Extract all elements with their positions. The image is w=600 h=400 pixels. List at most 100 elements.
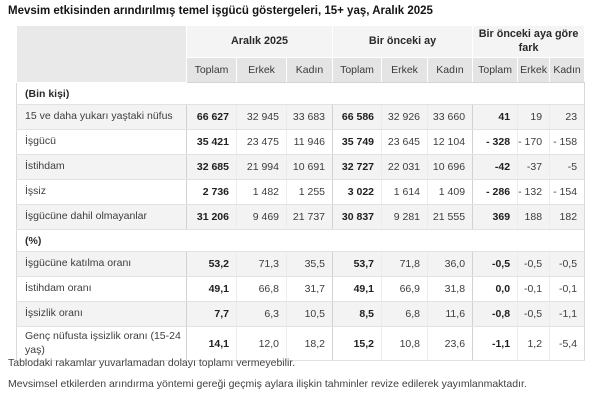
data-cell: 19	[517, 104, 550, 130]
table-header: Aralık 2025 Bir önceki ay Bir önceki aya…	[16, 25, 586, 83]
row-label: 15 ve daha yukarı yaştaki nüfus	[16, 104, 187, 130]
data-cell: 11 946	[285, 129, 333, 155]
data-cell: 9 281	[381, 204, 428, 230]
data-cell: 14,1	[186, 326, 237, 362]
section-header-row: (%)	[16, 229, 585, 252]
data-cell: 10,5	[285, 301, 333, 327]
data-cell: - 328	[472, 129, 518, 155]
data-cell: 41	[472, 104, 518, 130]
data-cell: 23 645	[381, 129, 428, 155]
data-cell: 10,8	[381, 326, 428, 362]
data-cell: 12,0	[236, 326, 287, 362]
data-cell: 15,2	[332, 326, 382, 362]
data-cell: 1 255	[285, 179, 333, 205]
data-cell: 35 421	[186, 129, 237, 155]
data-cell: 66 627	[186, 104, 237, 130]
data-cell: - 154	[549, 179, 585, 205]
data-cell: 35,5	[285, 251, 333, 277]
data-cell: -5	[549, 154, 585, 180]
data-cell: 71,8	[381, 251, 428, 277]
data-cell: 32 727	[332, 154, 382, 180]
data-cell: 188	[517, 204, 550, 230]
data-cell: 31,8	[427, 276, 473, 302]
sub-header-row: Toplam Erkek Kadın Toplam Erkek Kadın To…	[17, 57, 586, 83]
labor-force-table: Aralık 2025 Bir önceki ay Bir önceki aya…	[16, 25, 586, 362]
table-body: (Bin kişi) 15 ve daha yukarı yaştaki nüfu…	[16, 82, 585, 362]
data-cell: 0,0	[472, 276, 518, 302]
row-label: İşgücüne katılma oranı	[16, 251, 187, 277]
data-cell: 36,0	[427, 251, 473, 277]
data-cell: 2 736	[186, 179, 237, 205]
data-cell: -0,1	[517, 276, 550, 302]
data-cell: 33 683	[285, 104, 333, 130]
column-group-row: Aralık 2025 Bir önceki ay Bir önceki aya…	[16, 25, 586, 83]
data-cell: 32 945	[236, 104, 287, 130]
data-cell: 1,2	[517, 326, 550, 362]
data-cell: -1,1	[549, 301, 585, 327]
data-cell: -0,5	[517, 251, 550, 277]
data-cell: 11,6	[427, 301, 473, 327]
column-group-bir-onceki-ay: Bir önceki ay	[332, 25, 474, 58]
corner-cell	[16, 25, 187, 83]
data-cell: 22 031	[381, 154, 428, 180]
data-cell: - 170	[517, 129, 550, 155]
data-cell: -0,1	[549, 276, 585, 302]
page-title: Mevsim etkisinden arındırılmış temel işg…	[8, 5, 433, 17]
section-label: (%)	[16, 229, 585, 252]
table-row: İstihdam 32 685 21 994 10 691 32 727 22 031 10…	[16, 154, 585, 180]
row-label: Genç nüfusta işsizlik oranı (15-24 yaş)	[16, 326, 187, 362]
table-row: İstihdam oranı 49,1 66,8 31,7 49,1 66,9 31,8 0,…	[16, 276, 585, 302]
data-cell: 6,3	[236, 301, 287, 327]
table-row: 15 ve daha yukarı yaştaki nüfus 66 627 32 …	[16, 104, 585, 130]
data-cell: 35 749	[332, 129, 382, 155]
section-label: (Bin kişi)	[16, 82, 585, 105]
table-row: İşgücü 35 421 23 475 11 946 35 749 23 645 12 1…	[16, 129, 585, 155]
section-header-row: (Bin kişi)	[16, 82, 585, 105]
data-cell: 21 555	[427, 204, 473, 230]
data-cell: 71,3	[236, 251, 287, 277]
row-label: İşgücü	[16, 129, 187, 155]
data-cell: 32 926	[381, 104, 428, 130]
data-cell: - 286	[472, 179, 518, 205]
row-label: İstihdam oranı	[16, 276, 187, 302]
data-cell: 1 409	[427, 179, 473, 205]
table-row: İşgücüne dahil olmayanlar 31 206 9 469 21 7…	[16, 204, 585, 230]
footnote-revision: Mevsimsel etkilerden arındırma yöntemi g…	[8, 378, 527, 390]
data-cell: 21 994	[236, 154, 287, 180]
column-group-fark: Bir önceki aya göre fark	[472, 25, 586, 58]
data-cell: -37	[517, 154, 550, 180]
data-cell: 23,6	[427, 326, 473, 362]
data-cell: -0,5	[517, 301, 550, 327]
data-cell: 7,7	[186, 301, 237, 327]
data-cell: 18,2	[285, 326, 333, 362]
row-label: İşsiz	[16, 179, 187, 205]
table-row: Genç nüfusta işsizlik oranı (15-24 yaş) 1…	[16, 326, 585, 362]
data-cell: 32 685	[186, 154, 237, 180]
table-row: İşsizlik oranı 7,7 6,3 10,5 8,5 6,8 11,6 -0,8 -0…	[16, 301, 585, 327]
row-label: İşgücüne dahil olmayanlar	[16, 204, 187, 230]
data-cell: 8,5	[332, 301, 382, 327]
data-cell: 182	[549, 204, 585, 230]
data-cell: 53,2	[186, 251, 237, 277]
sub-header-erkek: Erkek	[236, 57, 287, 83]
data-cell: 33 660	[427, 104, 473, 130]
row-label: İstihdam	[16, 154, 187, 180]
row-label: İşsizlik oranı	[16, 301, 187, 327]
data-cell: -42	[472, 154, 518, 180]
sub-header-erkek: Erkek	[517, 57, 551, 83]
data-cell: 23 475	[236, 129, 287, 155]
sub-header-kadin: Kadın	[285, 57, 334, 83]
data-cell: 1 482	[236, 179, 287, 205]
data-cell: 12 104	[427, 129, 473, 155]
data-cell: 66,8	[236, 276, 287, 302]
data-cell: -0,5	[549, 251, 585, 277]
data-cell: 53,7	[332, 251, 382, 277]
data-cell: 49,1	[186, 276, 237, 302]
table-row: İşgücüne katılma oranı 53,2 71,3 35,5 53,7 71…	[16, 251, 585, 277]
data-cell: 66 586	[332, 104, 382, 130]
data-cell: 10 696	[427, 154, 473, 180]
data-cell: -0,8	[472, 301, 518, 327]
data-cell: - 158	[549, 129, 585, 155]
data-cell: 66,9	[381, 276, 428, 302]
